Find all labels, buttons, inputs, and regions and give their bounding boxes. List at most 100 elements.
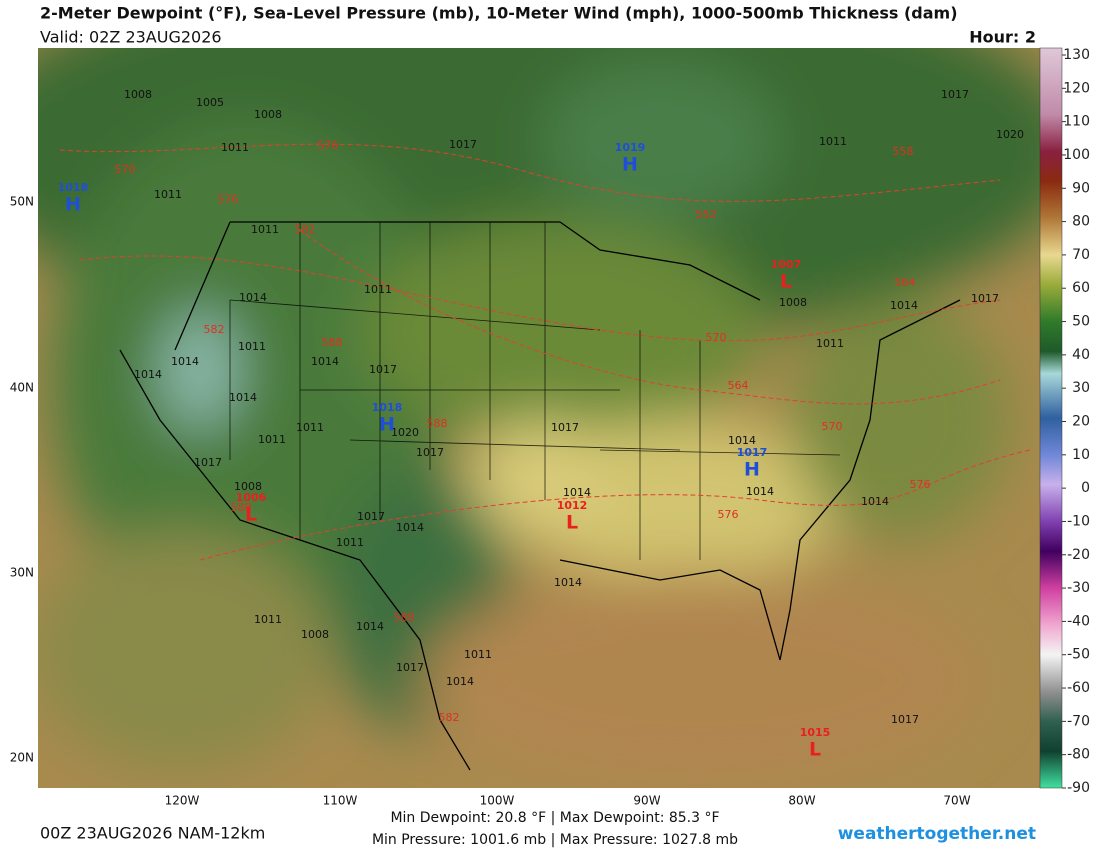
colorbar-label: 90 bbox=[1072, 180, 1090, 196]
colorbar-label: 60 bbox=[1072, 280, 1090, 296]
colorbar-label: 120 bbox=[1063, 80, 1090, 96]
isobar-label: 1020 bbox=[996, 128, 1024, 141]
map bbox=[38, 48, 1040, 788]
isobar-label: 1005 bbox=[196, 96, 224, 109]
isobar-label: 1014 bbox=[890, 299, 918, 312]
isobar-label: 1011 bbox=[296, 421, 324, 434]
thickness-label: 564 bbox=[728, 379, 749, 392]
longitude-label: 110W bbox=[323, 794, 358, 808]
isobar-label: 1017 bbox=[971, 292, 999, 305]
isobar-label: 1014 bbox=[861, 495, 889, 508]
thickness-label: 588 bbox=[394, 611, 415, 624]
isobar-label: 1020 bbox=[391, 426, 419, 439]
center-symbol: L bbox=[780, 271, 792, 293]
colorbar-label: -70 bbox=[1067, 713, 1090, 729]
colorbar-label: -60 bbox=[1067, 680, 1090, 696]
center-symbol: H bbox=[379, 414, 395, 436]
isobar-label: 1017 bbox=[357, 510, 385, 523]
thickness-label: 576 bbox=[718, 508, 739, 521]
longitude-label: 90W bbox=[633, 794, 660, 808]
thickness-label: 576 bbox=[218, 193, 239, 206]
thickness-label: 588 bbox=[231, 501, 252, 514]
center-pressure: 1018 bbox=[58, 181, 89, 194]
colorbar-label: 50 bbox=[1072, 314, 1090, 330]
latitude-label: 20N bbox=[10, 751, 34, 765]
pressure-range: Min Pressure: 1001.6 mb | Max Pressure: … bbox=[372, 832, 738, 848]
isobar-label: 1014 bbox=[229, 391, 257, 404]
center-pressure: 1015 bbox=[800, 726, 831, 739]
isobar-label: 1014 bbox=[171, 355, 199, 368]
isobar-label: 1014 bbox=[554, 576, 582, 589]
thickness-label: 582 bbox=[295, 223, 316, 236]
thickness-label: 570 bbox=[822, 420, 843, 433]
colorbar-label: 130 bbox=[1063, 47, 1090, 63]
isobar-label: 1017 bbox=[194, 456, 222, 469]
site-credit: weathertogether.net bbox=[838, 824, 1036, 844]
center-pressure: 1018 bbox=[372, 401, 403, 414]
isobar-label: 1014 bbox=[563, 486, 591, 499]
thickness-label: 576 bbox=[910, 478, 931, 491]
colorbar-label: -50 bbox=[1067, 647, 1090, 663]
isobar-label: 1008 bbox=[301, 628, 329, 641]
colorbar-label: 20 bbox=[1072, 414, 1090, 430]
dewpoint-range: Min Dewpoint: 20.8 °F | Max Dewpoint: 85… bbox=[390, 810, 719, 826]
colorbar-label: 100 bbox=[1063, 147, 1090, 163]
colorbar-label: 10 bbox=[1072, 447, 1090, 463]
thickness-label: 582 bbox=[439, 711, 460, 724]
isobar-label: 1011 bbox=[154, 188, 182, 201]
isobar-label: 1011 bbox=[258, 433, 286, 446]
colorbar bbox=[1039, 47, 1063, 789]
isobar-label: 1011 bbox=[251, 223, 279, 236]
latitude-label: 40N bbox=[10, 381, 34, 395]
title: 2-Meter Dewpoint (°F), Sea-Level Pressur… bbox=[40, 4, 958, 23]
thickness-label: 558 bbox=[893, 145, 914, 158]
isobar-label: 1011 bbox=[364, 283, 392, 296]
center-symbol: L bbox=[809, 739, 821, 761]
isobar-label: 1014 bbox=[728, 434, 756, 447]
center-symbol: H bbox=[622, 154, 638, 176]
isobar-label: 1014 bbox=[446, 675, 474, 688]
valid-time: Valid: 02Z 23AUG2026 bbox=[40, 28, 222, 47]
isobar-label: 1017 bbox=[416, 446, 444, 459]
colorbar-label: -10 bbox=[1067, 513, 1090, 529]
isobar-label: 1011 bbox=[336, 536, 364, 549]
colorbar-label: -40 bbox=[1067, 613, 1090, 629]
isobar-label: 1011 bbox=[819, 135, 847, 148]
isobar-label: 1008 bbox=[254, 108, 282, 121]
center-pressure: 1006 bbox=[236, 491, 267, 504]
center-symbol: L bbox=[245, 504, 257, 526]
thickness-label: 552 bbox=[696, 208, 717, 221]
isobar-label: 1011 bbox=[464, 648, 492, 661]
colorbar-label: 110 bbox=[1063, 114, 1090, 130]
colorbar-label: 80 bbox=[1072, 214, 1090, 230]
colorbar-label: -90 bbox=[1067, 780, 1090, 796]
longitude-label: 120W bbox=[165, 794, 200, 808]
longitude-label: 70W bbox=[943, 794, 970, 808]
center-pressure: 1007 bbox=[771, 258, 802, 271]
isobar-label: 1017 bbox=[369, 363, 397, 376]
isobar-label: 1017 bbox=[449, 138, 477, 151]
isobar-label: 1008 bbox=[124, 88, 152, 101]
isobar-label: 1014 bbox=[746, 485, 774, 498]
colorbar-label: -20 bbox=[1067, 547, 1090, 563]
center-symbol: H bbox=[65, 194, 81, 216]
isobar-label: 1017 bbox=[396, 661, 424, 674]
isobar-label: 1017 bbox=[891, 713, 919, 726]
thickness-label: 588 bbox=[427, 417, 448, 430]
center-symbol: L bbox=[566, 512, 578, 534]
colorbar-label: -30 bbox=[1067, 580, 1090, 596]
colorbar-label: -80 bbox=[1067, 747, 1090, 763]
forecast-hour: Hour: 2 bbox=[969, 28, 1036, 47]
isobar-label: 1011 bbox=[816, 337, 844, 350]
colorbar-label: 0 bbox=[1081, 480, 1090, 496]
colorbar-label: 40 bbox=[1072, 347, 1090, 363]
thickness-label: 564 bbox=[895, 276, 916, 289]
isobar-label: 1011 bbox=[238, 340, 266, 353]
center-pressure: 1019 bbox=[615, 141, 646, 154]
colorbar-label: 30 bbox=[1072, 380, 1090, 396]
thickness-label: 570 bbox=[706, 331, 727, 344]
isobar-label: 1017 bbox=[551, 421, 579, 434]
isobar-label: 1017 bbox=[941, 88, 969, 101]
longitude-label: 80W bbox=[788, 794, 815, 808]
